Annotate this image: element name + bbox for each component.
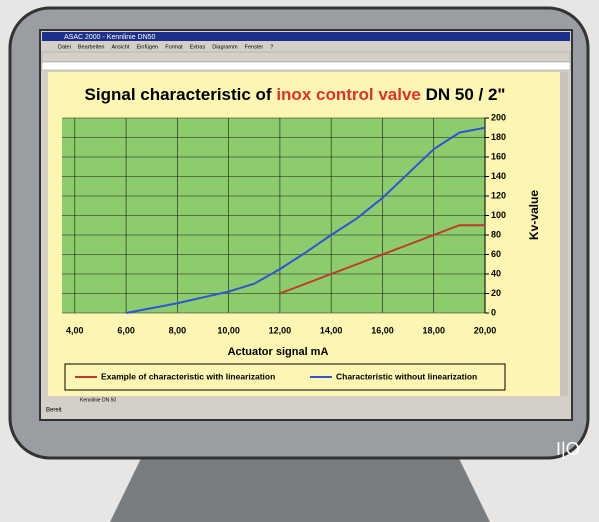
title-part: inox control valve [276, 85, 421, 104]
status-bar: Bereit [46, 408, 62, 414]
x-tick-label: 8,00 [169, 325, 187, 335]
y-axis-label: Kv-value [527, 190, 541, 240]
toolbar [42, 52, 570, 62]
monitor: ASAC 2000 - Kennlinie DN50 Datei Bearbeit… [0, 0, 599, 522]
x-tick-label: 10,00 [217, 325, 240, 335]
y-tick-label: 140 [491, 171, 506, 181]
x-axis-label: Actuator signal mA [228, 346, 329, 358]
menu-item[interactable]: Datei [58, 44, 71, 50]
menu-item[interactable]: Extras [190, 44, 206, 50]
power-logo: I|O [556, 439, 580, 459]
y-tick-label: 60 [491, 249, 501, 259]
scrollbar [560, 72, 568, 396]
x-tick-label: 20,00 [474, 325, 497, 335]
menu-item[interactable]: Fenster [245, 44, 264, 50]
x-tick-label: 12,00 [269, 325, 292, 335]
sheet-tab[interactable]: Kennlinie DN 50 [80, 397, 116, 403]
x-tick-label: 18,00 [422, 325, 445, 335]
x-tick-label: 6,00 [117, 325, 135, 335]
y-tick-label: 0 [491, 307, 496, 317]
window-title: ASAC 2000 - Kennlinie DN50 [64, 34, 156, 41]
legend-label: Example of characteristic with lineariza… [101, 371, 275, 381]
menu-item[interactable]: Einfügen [137, 44, 159, 50]
title-part: DN 50 / 2" [421, 85, 506, 104]
y-tick-label: 20 [491, 288, 501, 298]
menu-item[interactable]: Bearbeiten [78, 44, 105, 50]
y-tick-label: 200 [491, 112, 506, 122]
legend-label: Characteristic without linearization [336, 371, 477, 381]
y-tick-label: 100 [491, 210, 506, 220]
menu-item[interactable]: Ansicht [111, 44, 130, 50]
menu-item[interactable]: ? [270, 44, 273, 50]
sheet-tabs [42, 396, 570, 404]
y-tick-label: 120 [491, 190, 506, 200]
y-tick-label: 180 [491, 132, 506, 142]
menu-item[interactable]: Diagramm [212, 44, 238, 50]
menu-item[interactable]: Format [165, 44, 183, 50]
x-tick-label: 16,00 [371, 325, 394, 335]
y-tick-label: 160 [491, 151, 506, 161]
chart-title: Signal characteristic of inox control va… [85, 85, 506, 104]
y-tick-label: 80 [491, 229, 501, 239]
y-tick-label: 40 [491, 268, 501, 278]
title-part: Signal characteristic of [85, 85, 277, 104]
x-tick-label: 14,00 [320, 325, 343, 335]
x-tick-label: 4,00 [66, 325, 84, 335]
formula-bar [42, 62, 570, 70]
